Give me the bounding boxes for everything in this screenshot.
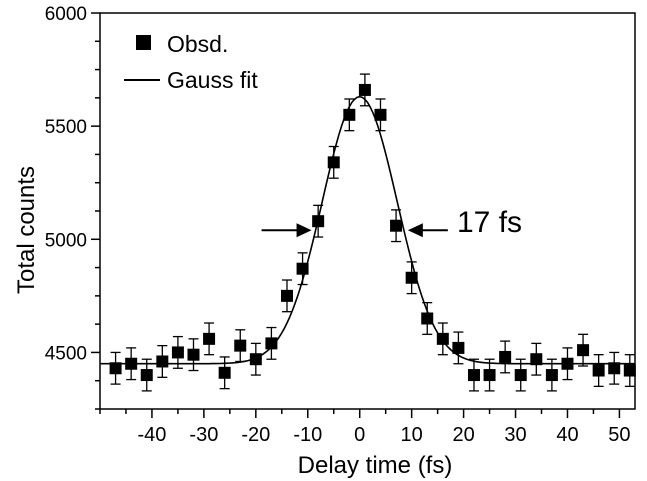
data-point [452,341,465,354]
fwhm-arrow-left-head [296,223,312,238]
x-tick-label: 30 [504,424,526,446]
x-tick-label: -10 [293,424,322,446]
data-point [156,355,169,368]
annotation-group [261,223,448,238]
x-tick-label: -30 [189,424,218,446]
data-point [218,366,231,379]
fwhm-arrow-right-head [407,223,423,238]
data-point [592,364,605,377]
x-tick-label: 50 [608,424,630,446]
data-point [187,348,200,361]
data-point [296,262,309,275]
x-tick-label: 40 [556,424,578,446]
data-point [140,369,153,382]
data-point [249,353,262,366]
data-point [390,219,403,232]
gauss-fit-line [100,95,635,365]
x-tick-label: -20 [241,424,270,446]
data-point [561,357,574,370]
data-point [234,339,247,352]
data-point [374,108,387,121]
legend [124,35,160,81]
legend-marker-square [136,35,151,50]
legend-label-obsd: Obsd. [167,31,228,57]
data-point [436,332,449,345]
y-axis-title: Total counts [13,166,40,294]
data-point [343,108,356,121]
legend-label-gauss-fit: Gauss fit [167,67,258,93]
data-point [171,346,184,359]
data-point [312,215,325,228]
x-axis-title: Delay time (fs) [298,452,453,479]
data-point [499,350,512,363]
axes: -40 -30 -20 -10 0 10 20 30 40 50 4500 5000 5500 6000 [45,4,636,446]
y-tick-label: 5500 [45,117,87,138]
data-point [405,271,418,284]
data-point [109,362,122,375]
data-point [577,344,590,357]
data-point [545,369,558,382]
data-point [608,362,621,375]
y-tick-label: 5000 [45,230,87,251]
data-point [358,83,371,96]
data-point [280,289,293,302]
data-point [530,353,543,366]
y-tick-label: 4500 [45,343,87,364]
x-tick-label: 0 [354,424,365,446]
data-point [483,369,496,382]
data-point [467,369,480,382]
x-tick-label: 20 [452,424,474,446]
data-point [623,364,636,377]
data-point [327,156,340,169]
x-tick-label: 10 [401,424,423,446]
fit-curve-group [100,95,635,365]
fwhm-annotation-label: 17 fs [457,206,522,239]
data-points-group [109,73,636,392]
x-tick-label: -40 [137,424,166,446]
y-tick-label: 6000 [45,4,87,25]
data-point [265,337,278,350]
data-point [421,312,434,325]
data-point [514,369,527,382]
data-point [125,357,138,370]
data-point [203,332,216,345]
